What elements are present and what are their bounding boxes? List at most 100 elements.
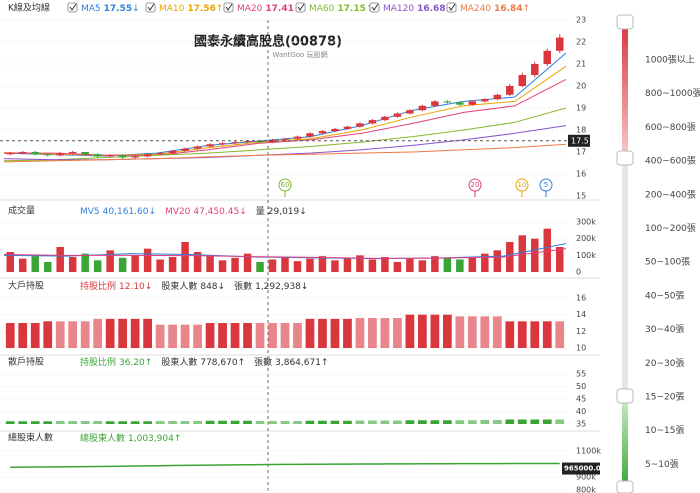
y-tick-label: 200k (576, 234, 596, 243)
check (147, 3, 155, 11)
volume-bar (343, 257, 352, 272)
holding-bar (218, 323, 227, 348)
volume-bar (318, 256, 327, 272)
volume-bar (418, 260, 427, 272)
level-label[interactable]: 10~15張 (645, 425, 684, 436)
holding-bar (505, 419, 515, 424)
holding-bar (243, 323, 252, 348)
holding-bar (542, 321, 552, 348)
candle-body (281, 138, 289, 140)
holding-bar (105, 318, 115, 348)
level-label[interactable]: 15~20張 (645, 392, 684, 403)
check (69, 3, 77, 11)
legend-name: 總股東人數 (80, 432, 125, 444)
volume-bar (181, 242, 189, 272)
candle-body (156, 153, 164, 155)
candle-body (56, 153, 64, 156)
volume-bar (18, 258, 27, 272)
volume-bar (118, 257, 127, 272)
candle-body (243, 141, 252, 143)
holding-bar (143, 421, 152, 424)
y-tick-label: 16 (576, 294, 586, 303)
level-label[interactable]: 100~200張 (645, 223, 696, 234)
holding-bar (5, 421, 15, 424)
ma-name: MA20 (237, 4, 263, 14)
volume-bar (543, 228, 552, 272)
level-label[interactable]: 50~100張 (645, 257, 690, 268)
y-tick-label: 20 (576, 82, 586, 91)
ma-line (3, 143, 567, 163)
panel-title: 總股東人數 (8, 432, 53, 444)
holding-bar (318, 318, 327, 348)
value-tag-label: 965000.00 (564, 465, 606, 473)
level-label[interactable]: 200~400張 (645, 189, 696, 200)
holding-bar (305, 318, 315, 348)
candle-body (406, 110, 414, 114)
holding-bar (218, 420, 227, 424)
panel-title: 大戶持股 (8, 280, 44, 292)
candle-body (318, 131, 327, 134)
level-label[interactable]: 1000張以上 (645, 55, 695, 66)
holding-bar (318, 420, 327, 424)
volume-bar (131, 255, 139, 272)
ma-trend: ↑ (523, 4, 531, 14)
level-label[interactable]: 30~40張 (645, 324, 684, 335)
level-slider[interactable] (616, 14, 634, 493)
y-tick-label: 22 (576, 38, 586, 47)
holding-bar (68, 421, 78, 424)
y-tick-label: 1100k (576, 447, 601, 456)
panel-legend: MV5 40,161.60↓ (80, 207, 156, 217)
holding-bar (205, 420, 215, 424)
candle-body (18, 152, 27, 154)
candle-body (556, 37, 564, 51)
legend-name: MV20 (165, 207, 191, 217)
y-tick-label: 14 (576, 310, 586, 319)
candle-body (343, 126, 352, 129)
mv-line (3, 248, 567, 259)
candle-body (393, 113, 402, 117)
holding-bar (467, 316, 477, 348)
holding-bar (55, 321, 65, 348)
candle-body (468, 101, 477, 105)
candle-body (193, 146, 202, 149)
level-label[interactable]: 5~10張 (645, 459, 679, 470)
volume-bar (93, 260, 102, 272)
holding-bar (293, 421, 302, 424)
candle-body (68, 152, 77, 154)
candle-body (506, 86, 514, 95)
holding-bar (268, 323, 277, 348)
price-tag (568, 134, 590, 147)
holding-bar (492, 316, 502, 348)
candle-body (256, 141, 264, 143)
legend-name: 張數 (234, 280, 252, 292)
legend-value: 1,292,938 (255, 282, 301, 292)
holding-bar (30, 323, 40, 348)
holding-bar (368, 420, 377, 424)
legend-value: 848 (200, 282, 217, 292)
level-label[interactable]: 40~50張 (645, 290, 684, 301)
ma-trend: ↓ (132, 4, 140, 14)
holding-bar (280, 323, 290, 348)
holding-bar (130, 421, 140, 424)
ma-trend: ↑ (216, 4, 224, 14)
holding-bar (193, 421, 202, 424)
holding-bar (255, 323, 265, 348)
legend-trend: ↑ (145, 358, 153, 368)
holding-bar (368, 318, 377, 348)
holding-bar (505, 321, 515, 348)
volume-bar (218, 260, 227, 272)
holding-bar (80, 421, 90, 424)
level-label[interactable]: 600~800張 (645, 122, 696, 133)
panel-legend: 持股比例 36.20↑ (80, 356, 152, 368)
ma-marker-label: 5 (544, 181, 548, 189)
y-tick-label: 21 (576, 60, 586, 69)
level-label[interactable]: 800~1000張 (645, 88, 700, 99)
ma-value: 16.84 (494, 4, 522, 14)
y-tick-label: 45 (576, 395, 586, 404)
level-label[interactable]: 20~30張 (645, 358, 684, 369)
holding-bar (55, 421, 65, 424)
level-label[interactable]: 400~600張 (645, 156, 696, 167)
holding-bar (355, 420, 365, 424)
